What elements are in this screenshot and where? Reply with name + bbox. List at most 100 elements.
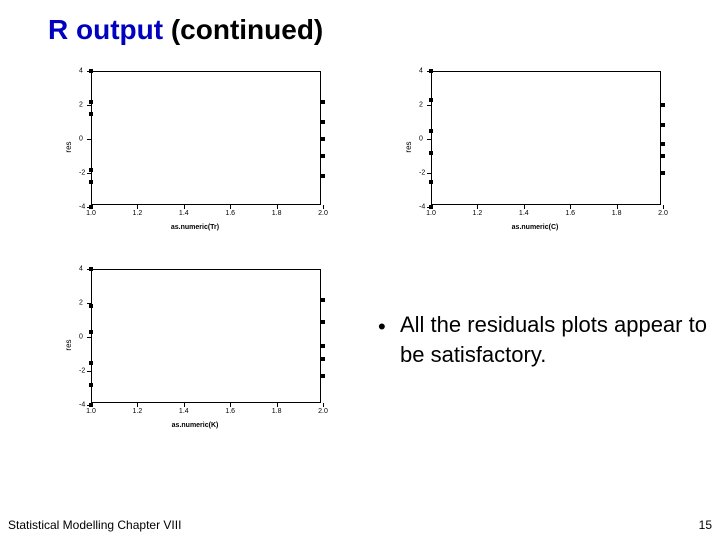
y-axis-label: res — [64, 339, 73, 350]
title-rest: (continued) — [163, 14, 323, 45]
data-point — [89, 267, 93, 271]
data-point — [429, 151, 433, 155]
y-tick-mark — [427, 139, 431, 140]
x-tick-label: 1.0 — [86, 210, 96, 217]
y-tick-label: 4 — [79, 266, 83, 273]
y-tick-label: 0 — [79, 334, 83, 341]
data-point — [321, 374, 325, 378]
data-point — [89, 180, 93, 184]
data-point — [89, 330, 93, 334]
x-tick-mark — [323, 205, 324, 209]
x-tick-mark — [570, 205, 571, 209]
x-tick-label: 1.8 — [612, 210, 622, 217]
data-point — [321, 344, 325, 348]
data-point — [661, 171, 665, 175]
data-point — [429, 180, 433, 184]
x-tick-label: 1.2 — [133, 210, 143, 217]
y-tick-label: 4 — [79, 68, 83, 75]
data-point — [321, 320, 325, 324]
bullet-item: • All the residuals plots appear to be s… — [400, 310, 710, 369]
x-tick-label: 1.8 — [272, 408, 282, 415]
y-tick-label: 4 — [419, 68, 423, 75]
data-point — [89, 205, 93, 209]
data-point — [429, 205, 433, 209]
x-tick-label: 1.0 — [86, 408, 96, 415]
x-tick-mark — [277, 205, 278, 209]
x-tick-label: 1.4 — [179, 210, 189, 217]
x-tick-mark — [477, 205, 478, 209]
x-tick-mark — [137, 403, 138, 407]
data-point — [429, 129, 433, 133]
data-point — [89, 100, 93, 104]
x-tick-label: 1.4 — [519, 210, 529, 217]
x-tick-label: 1.6 — [565, 210, 575, 217]
data-point — [89, 383, 93, 387]
y-tick-mark — [87, 173, 91, 174]
data-point — [321, 100, 325, 104]
data-point — [89, 304, 93, 308]
x-tick-mark — [230, 205, 231, 209]
x-tick-mark — [137, 205, 138, 209]
x-tick-label: 1.0 — [426, 210, 436, 217]
data-point — [321, 120, 325, 124]
y-axis-label: res — [404, 141, 413, 152]
x-tick-mark — [184, 205, 185, 209]
y-tick-label: -2 — [79, 368, 85, 375]
data-point — [661, 103, 665, 107]
axes-box — [431, 71, 661, 205]
plot-k: res as.numeric(K) -4 -2 0 2 4 1.0 1.2 1.4 1.6 1.8 2.… — [60, 260, 330, 430]
y-tick-label: -2 — [419, 170, 425, 177]
x-tick-mark — [277, 403, 278, 407]
data-point — [321, 174, 325, 178]
x-tick-label: 1.2 — [133, 408, 143, 415]
y-tick-label: 2 — [79, 102, 83, 109]
data-point — [321, 154, 325, 158]
plot-c: resas.numeric(C)-4-20241.01.21.41.61.82.… — [400, 62, 670, 232]
x-tick-label: 1.4 — [179, 408, 189, 415]
y-tick-label: -4 — [419, 204, 425, 211]
data-point — [661, 123, 665, 127]
data-point — [321, 357, 325, 361]
y-tick-mark — [87, 337, 91, 338]
y-axis-label: res — [64, 141, 73, 152]
x-tick-label: 2.0 — [658, 210, 668, 217]
axes-box — [91, 269, 321, 403]
x-tick-label: 2.0 — [318, 408, 328, 415]
x-tick-mark — [663, 205, 664, 209]
bullet-text: All the residuals plots appear to be sat… — [400, 312, 707, 367]
x-axis-label: as.numeric(C) — [401, 224, 669, 231]
y-tick-mark — [427, 173, 431, 174]
data-point — [89, 112, 93, 116]
x-tick-mark — [617, 205, 618, 209]
data-point — [321, 298, 325, 302]
data-point — [89, 168, 93, 172]
axes-box — [91, 71, 321, 205]
x-axis-label: as.numeric(Tr) — [61, 224, 329, 231]
data-point — [89, 361, 93, 365]
y-tick-label: -4 — [79, 402, 85, 409]
data-point — [89, 403, 93, 407]
y-tick-label: -4 — [79, 204, 85, 211]
page-number: 15 — [699, 518, 712, 532]
x-tick-label: 1.8 — [272, 210, 282, 217]
data-point — [661, 142, 665, 146]
x-tick-label: 1.2 — [473, 210, 483, 217]
slide-title: R output (continued) — [48, 14, 323, 46]
x-tick-mark — [230, 403, 231, 407]
data-point — [429, 69, 433, 73]
bullet-dot-icon: • — [378, 312, 386, 342]
x-axis-label: as.numeric(K) — [61, 422, 329, 429]
y-tick-mark — [87, 371, 91, 372]
data-point — [89, 69, 93, 73]
data-point — [429, 98, 433, 102]
title-accent: R output — [48, 14, 163, 45]
x-tick-label: 1.6 — [225, 408, 235, 415]
y-tick-label: -2 — [79, 170, 85, 177]
y-tick-mark — [87, 139, 91, 140]
x-tick-mark — [184, 403, 185, 407]
plot-tr: resas.numeric(Tr)-4-20241.01.21.41.61.82… — [60, 62, 330, 232]
y-tick-label: 2 — [79, 300, 83, 307]
x-tick-label: 1.6 — [225, 210, 235, 217]
y-tick-label: 0 — [419, 136, 423, 143]
x-tick-label: 2.0 — [318, 210, 328, 217]
